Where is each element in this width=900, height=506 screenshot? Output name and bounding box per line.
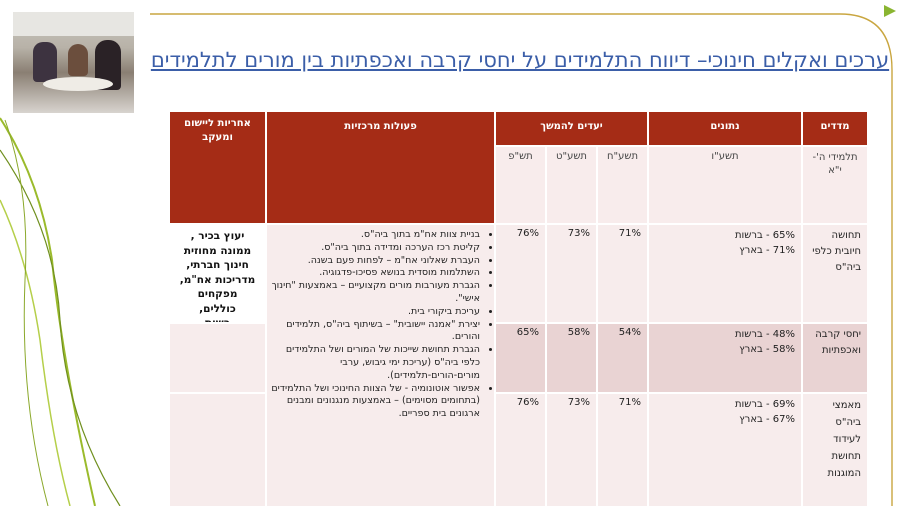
responsibility-line: כוללים,: [199, 302, 236, 315]
action-item: בניית צוות אח"מ בתוך ביה"ס.: [271, 229, 480, 242]
action-item: אפשור אוטונומיה - של הצוות החינוכי ושל ה…: [271, 383, 480, 421]
row1-measure: תחושה חיובית כלפי ביה"ס: [801, 223, 867, 322]
row3-data: 69% - ברשות 67% - בארץ: [647, 392, 801, 506]
actions-list: בניית צוות אח"מ בתוך ביה"ס.קליטת רכז הער…: [267, 229, 494, 421]
row1-t3: 76%: [494, 223, 545, 322]
subheader-y2: תשע"ט: [545, 147, 596, 223]
row3-data-national: 67% - בארץ: [739, 414, 795, 425]
row2-data: 48% - ברשות 58% - בארץ: [647, 322, 801, 392]
header-responsibility: אחריות ליישום ומעקב: [170, 112, 265, 223]
green-arrow-icon: [884, 5, 896, 17]
header-data: נתונים: [647, 112, 801, 145]
row2-data-local: 48% - ברשות: [734, 329, 795, 340]
action-item: העברת שאלוני אח"מ – לפחות פעם בשנה.: [271, 255, 480, 268]
row2-t1: 54%: [596, 322, 647, 392]
action-item: השתלמות מוסדית בנושא פסיכו-פדגוגיה.: [271, 267, 480, 280]
classroom-photo: [13, 12, 134, 113]
plan-table: מדדים נתונים יעדים להמשך פעולות מרכזיות …: [170, 112, 867, 506]
row1-t2: 73%: [545, 223, 596, 322]
row3-t3: 76%: [494, 392, 545, 506]
action-item: הגברת מעורבות מורים מקצועיים – באמצעות "…: [271, 280, 480, 306]
responsibility-line: מפקחים: [197, 288, 238, 300]
slide-title: ערכים ואקלים חינוכי– דיווח התלמידים על י…: [150, 48, 890, 72]
responsibility-cell: יעוץ בכיר , ממונה מחוזית חינוך חברתי, מדריכ…: [170, 223, 265, 329]
responsibility-filler-1: [170, 322, 265, 392]
action-item: יצירת "אמנה יישובית" – בשיתוף ביה"ס, תלמ…: [271, 319, 480, 345]
subheader-y3: תש"פ: [494, 147, 545, 223]
header-targets: יעדים להמשך: [494, 112, 647, 145]
row1-t1: 71%: [596, 223, 647, 322]
header-measures: מדדים: [801, 112, 867, 145]
header-actions: פעולות מרכזיות: [265, 112, 494, 223]
row2-t2: 58%: [545, 322, 596, 392]
row2-t3: 65%: [494, 322, 545, 392]
actions-cell: בניית צוות אח"מ בתוך ביה"ס.קליטת רכז הער…: [265, 223, 494, 506]
responsibility-filler-2: [170, 392, 265, 506]
responsibility-line: ממונה מחוזית: [183, 244, 252, 257]
responsibility-list: יעוץ בכיר , ממונה מחוזית חינוך חברתי, מדריכ…: [170, 229, 265, 331]
subheader-year-data: תשע"ו: [647, 147, 801, 223]
responsibility-line: חינוך חברתי,: [186, 259, 249, 271]
row3-measure: מאמצי ביה"ס לעידוד תחושת המוגנות: [801, 392, 867, 506]
subheader-y1: תשע"ח: [596, 147, 647, 223]
green-swoosh-4: [4, 119, 49, 506]
row2-data-national: 58% - בארץ: [739, 344, 795, 355]
responsibility-line: מדריכות אח"מ,: [179, 273, 256, 286]
row3-data-local: 69% - ברשות: [734, 399, 795, 410]
action-item: עריכת ביקורי בית.: [271, 306, 480, 319]
green-swoosh-3: [0, 199, 71, 506]
row1-data-local: 65% - ברשות: [734, 230, 795, 241]
action-item: קליטת רכז הערכה ומדידה בתוך ביה"ס.: [271, 242, 480, 255]
green-swoosh-1: [0, 117, 96, 506]
responsibility-line: יעוץ בכיר ,: [190, 230, 245, 242]
gold-frame-arc: [150, 13, 893, 506]
row1-data-national: 71% - בארץ: [739, 245, 795, 256]
row3-t1: 71%: [596, 392, 647, 506]
row1-data: 65% - ברשות 71% - בארץ: [647, 223, 801, 322]
row2-measure: יחסי קרבה ואכפתיות: [801, 322, 867, 392]
row3-t2: 73%: [545, 392, 596, 506]
action-item: הגברת תחושת שייכות של המורים ושל התלמידי…: [271, 344, 480, 382]
green-swoosh-2: [0, 149, 121, 506]
subheader-students: תלמידי ה'-י"א: [801, 147, 867, 223]
